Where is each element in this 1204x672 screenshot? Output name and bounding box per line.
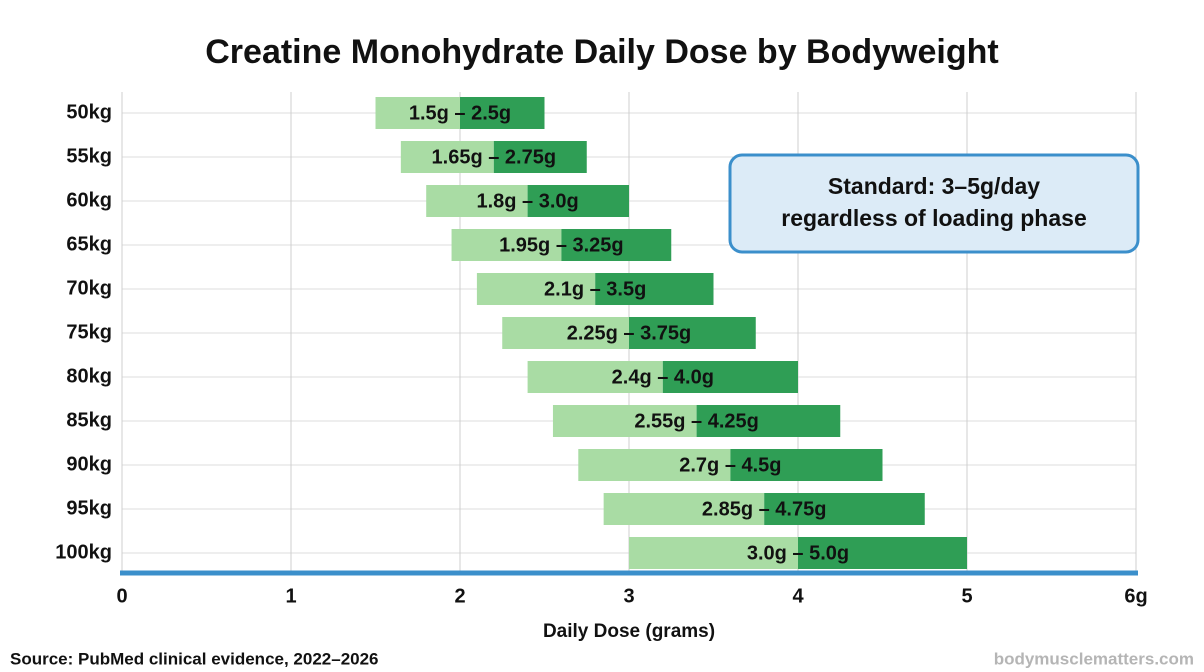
- x-tick-label: 0: [116, 585, 127, 607]
- y-tick-label: 70kg: [66, 277, 112, 299]
- annotation-line: regardless of loading phase: [781, 205, 1086, 231]
- y-tick-label: 95kg: [66, 497, 112, 519]
- bar-low-segment: [476, 273, 596, 305]
- bar-high-segment: [662, 361, 798, 393]
- bar-high-segment: [595, 273, 714, 305]
- watermark: bodymusclematters.com: [994, 649, 1194, 668]
- value-label: 2.55g – 4.25g: [634, 410, 759, 432]
- value-label: 2.7g – 4.5g: [679, 454, 781, 476]
- value-label: 2.4g – 4.0g: [612, 366, 714, 388]
- annotation-line: Standard: 3–5g/day: [828, 173, 1040, 199]
- x-axis-label: Daily Dose (grams): [543, 621, 715, 642]
- source: Source: PubMed clinical evidence, 2022–2…: [10, 649, 379, 668]
- chart-title: Creatine Monohydrate Daily Dose by Bodyw…: [205, 33, 998, 71]
- annotation-box: [728, 153, 1140, 254]
- value-label: 1.5g – 2.5g: [409, 102, 511, 124]
- value-label: 1.8g – 3.0g: [476, 190, 578, 212]
- bar-high-segment: [561, 229, 672, 261]
- bar-low-segment: [400, 141, 494, 173]
- y-tick-label: 60kg: [66, 189, 112, 211]
- bar-low-segment: [426, 185, 528, 217]
- bar-low-segment: [578, 449, 731, 481]
- bar-low-segment: [375, 97, 460, 129]
- x-tick-label: 2: [454, 585, 465, 607]
- bar-high-segment: [764, 493, 925, 525]
- bar-low-segment: [451, 229, 562, 261]
- bar-high-segment: [493, 141, 587, 173]
- bar-high-segment: [629, 317, 756, 349]
- y-tick-label: 80kg: [66, 365, 112, 387]
- bar-high-segment: [798, 537, 967, 569]
- y-tick-label: 85kg: [66, 409, 112, 431]
- bar-high-segment: [527, 185, 629, 217]
- x-tick-label: 5: [961, 585, 972, 607]
- value-label: 2.85g – 4.75g: [702, 498, 827, 520]
- y-tick-label: 50kg: [66, 101, 112, 123]
- x-tick-label: 4: [792, 585, 804, 607]
- bar-high-segment: [730, 449, 883, 481]
- bar-low-segment: [527, 361, 663, 393]
- value-label: 2.25g – 3.75g: [567, 322, 692, 344]
- value-label: 1.95g – 3.25g: [499, 234, 624, 256]
- value-label: 2.1g – 3.5g: [544, 278, 646, 300]
- y-tick-label: 55kg: [66, 145, 112, 167]
- bar-low-segment: [603, 493, 765, 525]
- value-label: 1.65g – 2.75g: [432, 146, 557, 168]
- x-tick-label: 3: [623, 585, 634, 607]
- bar-low-segment: [629, 537, 798, 569]
- y-tick-label: 75kg: [66, 321, 112, 343]
- bar-low-segment: [552, 405, 697, 437]
- y-tick-label: 65kg: [66, 233, 112, 255]
- bar-high-segment: [460, 97, 545, 129]
- plot: 0 1 2 3 4 5 6g 50kg 1.5g – 2.5g 55kg 1.65g – 2.75g…: [55, 92, 1148, 607]
- value-label: 3.0g – 5.0g: [747, 542, 849, 564]
- bar-high-segment: [696, 405, 841, 437]
- y-tick-label: 100kg: [55, 541, 112, 563]
- x-tick-label: 6g: [1124, 585, 1147, 607]
- y-tick-label: 90kg: [66, 453, 112, 475]
- x-tick-label: 1: [285, 585, 296, 607]
- bar-low-segment: [502, 317, 629, 349]
